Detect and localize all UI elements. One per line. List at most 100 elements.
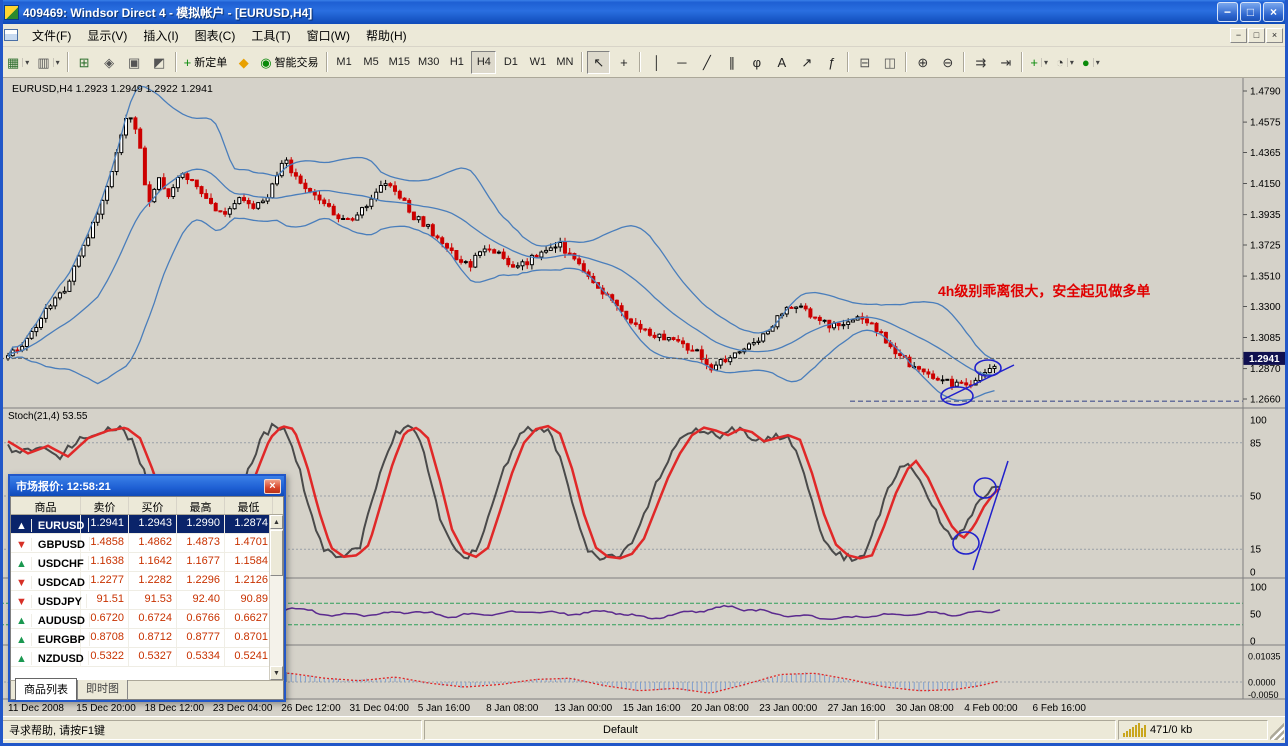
- timeframe-m30-button[interactable]: M30: [417, 56, 440, 68]
- toolbar-chart-shift-button[interactable]: ⇥: [994, 51, 1017, 74]
- close-button[interactable]: ×: [1263, 2, 1284, 22]
- timeframe-d1-button[interactable]: D1: [503, 56, 518, 68]
- toolbar-data-window-button[interactable]: ◈: [98, 51, 121, 74]
- toolbar-horizontal-line-button[interactable]: ─: [670, 51, 693, 74]
- timeframe-m1-button[interactable]: M1: [336, 56, 352, 68]
- menu-insert[interactable]: 插入(I): [143, 28, 179, 43]
- toolbar-equidistant-channel-button[interactable]: ∥: [720, 51, 743, 74]
- ask-value: 1.2282: [129, 572, 177, 590]
- market-watch-tab-tick-chart[interactable]: 即时图: [77, 677, 128, 699]
- symbol-row-audusd[interactable]: ▲ AUDUSD 0.6720 0.6724 0.6766 0.6627: [11, 610, 283, 629]
- symbol-label: EURGBP: [35, 632, 90, 646]
- minimize-button[interactable]: −: [1217, 2, 1238, 22]
- column-header[interactable]: 买价: [129, 497, 177, 514]
- maximize-button[interactable]: □: [1240, 2, 1261, 22]
- menu-charts[interactable]: 图表(C): [194, 28, 236, 43]
- toolbar-vertical-line-button[interactable]: │: [645, 51, 668, 74]
- toolbar-profiles-button[interactable]: ▥ ▾: [34, 51, 62, 74]
- add-indicator-dropdown-icon[interactable]: ▾: [1040, 57, 1048, 67]
- toolbar-navigator-button[interactable]: ▣: [123, 51, 146, 74]
- time-scale[interactable]: 11 Dec 2008 15 Dec 20:00 18 Dec 12:00 23 De…: [8, 703, 1086, 714]
- timeframe-m5-button[interactable]: M5: [363, 56, 379, 68]
- periods-dropdown-icon[interactable]: ▾: [1066, 57, 1074, 67]
- down-tick-icon: ▼: [13, 537, 32, 551]
- symbol-row-usdchf[interactable]: ▲ USDCHF 1.1638 1.1642 1.1677 1.1584: [11, 553, 283, 572]
- mdi-minimize-button[interactable]: −: [1230, 27, 1247, 43]
- symbol-row-nzdusd[interactable]: ▲ NZDUSD 0.5322 0.5327 0.5334 0.5241: [11, 648, 283, 667]
- symbol-row-gbpusd[interactable]: ▼ GBPUSD 1.4858 1.4862 1.4873 1.4701: [11, 534, 283, 553]
- toolbar-separator: [963, 52, 966, 72]
- toolbar-new-chart-button[interactable]: ▦ ▾: [4, 51, 32, 74]
- timeframe-m15-button[interactable]: M15: [388, 56, 410, 68]
- timeframe-h4-button[interactable]: H4: [471, 50, 497, 74]
- toolbar-trendline-button[interactable]: ╱: [695, 51, 718, 74]
- menu-view[interactable]: 显示(V): [87, 28, 128, 43]
- resize-grip[interactable]: [1270, 719, 1284, 740]
- horizontal-line-icon: ─: [677, 54, 687, 70]
- toolbar-tile-vertically-button[interactable]: ◫: [878, 51, 901, 74]
- market-watch-tab-symbols[interactable]: 商品列表: [15, 678, 77, 700]
- column-header[interactable]: 卖价: [81, 497, 129, 514]
- toolbar-add-indicator-button[interactable]: + ▾: [1027, 51, 1051, 74]
- svg-text:50: 50: [1250, 610, 1262, 621]
- market-watch-title-bar[interactable]: 市场报价: 12:58:21 ×: [10, 476, 284, 496]
- toolbar-templates-button[interactable]: ● ▾: [1079, 51, 1103, 74]
- new-chart-dropdown-icon[interactable]: ▾: [22, 57, 29, 67]
- toolbar-arrows-button[interactable]: ↗: [795, 51, 818, 74]
- symbol-row-eurusd[interactable]: ▲ EURUSD 1.2941 1.2943 1.2990 1.2874: [11, 515, 283, 534]
- toolbar-cursor-button[interactable]: ↖: [587, 50, 611, 74]
- ask-value: 0.8712: [129, 629, 177, 647]
- toolbar-market-watch-button[interactable]: ⊞: [73, 51, 96, 74]
- toolbar-zoom-out-button[interactable]: ⊖: [936, 51, 959, 74]
- price-scale[interactable]: 1.4790 1.4575 1.4365 1.4150 1.3935 1.3725 1.35…: [1243, 87, 1281, 701]
- scroll-up-icon[interactable]: ▲: [270, 515, 283, 529]
- expert-advisors-label: 智能交易: [274, 57, 319, 69]
- tile-vertically-icon: ◫: [883, 54, 897, 70]
- symbol-row-eurgbp[interactable]: ▲ EURGBP 0.8708 0.8712 0.8777 0.8701: [11, 629, 283, 648]
- toolbar-indicators-button[interactable]: ƒ: [820, 51, 843, 74]
- market-watch-window[interactable]: 市场报价: 12:58:21 × 商品 卖价 买价 最高 最低 ▲ EURUSD 1.294…: [8, 474, 286, 702]
- toolbar-new-order-button[interactable]: + 新定单: [181, 51, 231, 74]
- menu-help[interactable]: 帮助(H): [365, 28, 407, 43]
- column-header[interactable]: 最低: [225, 497, 273, 514]
- menu-window[interactable]: 窗口(W): [306, 28, 350, 43]
- toolbar-metaeditor-button[interactable]: ◆: [232, 51, 255, 74]
- toolbar-auto-scroll-button[interactable]: ⇉: [969, 51, 992, 74]
- high-value: 0.5334: [177, 648, 225, 666]
- column-header[interactable]: 商品: [11, 497, 81, 514]
- timeframe-w1-button[interactable]: W1: [529, 56, 547, 68]
- toolbar-periods-button[interactable]: ◔ ▾: [1053, 51, 1077, 74]
- toolbar-expert-advisors-button[interactable]: ◉ 智能交易: [257, 51, 321, 74]
- up-tick-icon: ▲: [13, 556, 32, 570]
- toolbar-fibonacci-button[interactable]: φ: [745, 51, 768, 74]
- toolbar-terminal-button[interactable]: ◩: [148, 51, 171, 74]
- svg-text:0.0000: 0.0000: [1248, 678, 1276, 688]
- toolbar-crosshair-button[interactable]: +: [612, 51, 635, 74]
- mdi-close-button[interactable]: ×: [1266, 27, 1283, 43]
- symbol-row-usdjpy[interactable]: ▼ USDJPY 91.51 91.53 92.40 90.89: [11, 591, 283, 610]
- svg-text:-0.0050: -0.0050: [1248, 690, 1279, 700]
- high-value: 0.8777: [177, 629, 225, 647]
- toolbar-zoom-in-button[interactable]: ⊕: [911, 51, 934, 74]
- menu-file[interactable]: 文件(F): [32, 28, 72, 43]
- chart-window-icon: [4, 29, 18, 41]
- mdi-restore-button[interactable]: □: [1248, 27, 1265, 43]
- toolbar: ▦ ▾ ▥ ▾ ⊞ ◈ ▣ ◩ + 新定单 ◆ ◉ 智能交易 M1 M5 M15 M30 H1 H4 D1 W1 MN ↖ +…: [0, 47, 1288, 78]
- scrollbar-thumb[interactable]: [270, 530, 283, 576]
- annotations-layer[interactable]: 4h级别乖离很大，安全起见做多单: [938, 283, 1150, 571]
- scroll-down-icon[interactable]: ▼: [270, 666, 283, 680]
- symbol-row-usdcad[interactable]: ▼ USDCAD 1.2277 1.2282 1.2296 1.2126: [11, 572, 283, 591]
- menu-tools[interactable]: 工具(T): [251, 28, 291, 43]
- timeframe-mn-button[interactable]: MN: [556, 56, 574, 68]
- market-watch-scrollbar[interactable]: ▲ ▼: [269, 515, 283, 680]
- profiles-dropdown-icon[interactable]: ▾: [52, 57, 60, 67]
- timeframe-h1-button[interactable]: H1: [449, 56, 464, 68]
- toolbar-tile-horizontally-button[interactable]: ⊟: [853, 51, 876, 74]
- column-header[interactable]: 最高: [177, 497, 225, 514]
- title-bar[interactable]: 409469: Windsor Direct 4 - 模拟帐户 - [EURUS…: [0, 0, 1288, 24]
- templates-dropdown-icon[interactable]: ▾: [1092, 57, 1100, 67]
- toolbar-text-label-button[interactable]: A: [770, 51, 793, 74]
- svg-text:50: 50: [1250, 492, 1262, 503]
- status-profile[interactable]: Default: [603, 723, 638, 736]
- market-watch-close-button[interactable]: ×: [264, 478, 281, 494]
